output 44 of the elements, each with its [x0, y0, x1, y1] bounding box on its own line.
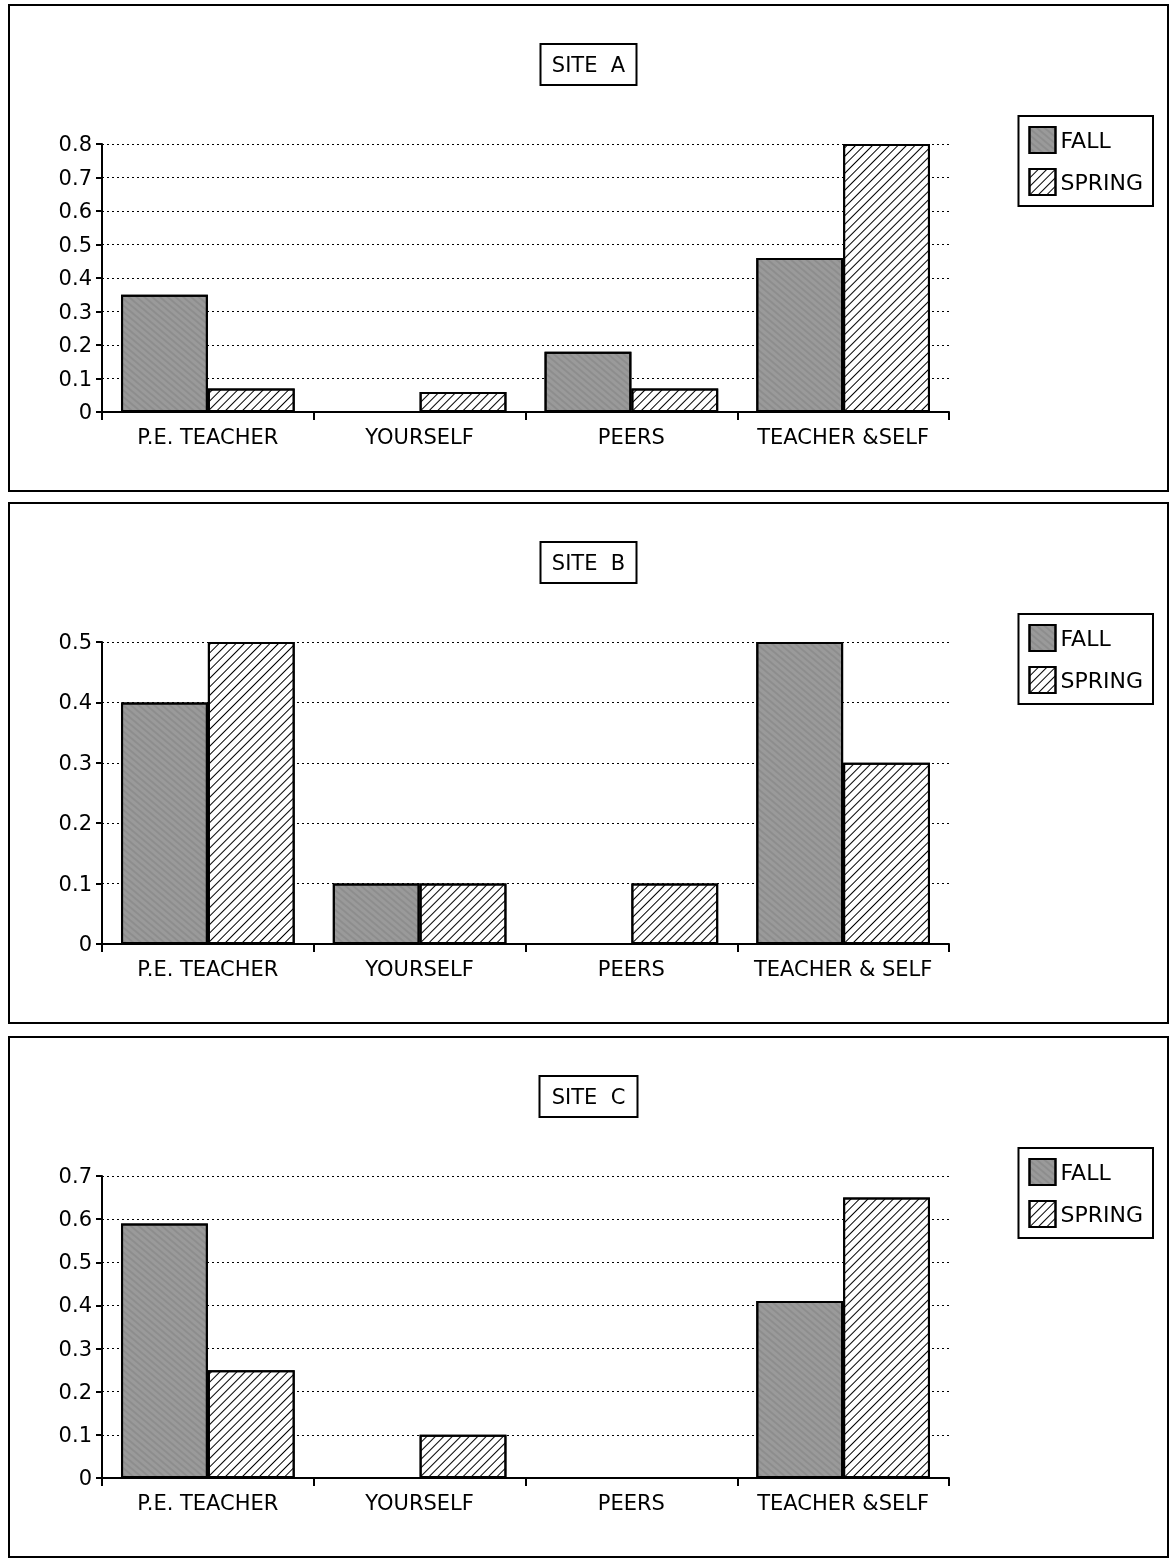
- y-tick-label: 0.4: [58, 266, 92, 290]
- legend-label: FALL: [1060, 127, 1112, 153]
- x-tick-label: TEACHER & SELF: [752, 956, 933, 981]
- y-tick-label: 0.1: [58, 366, 92, 391]
- legend-label: FALL: [1060, 1159, 1112, 1185]
- x-tick-label: YOURSELF: [364, 424, 474, 449]
- y-tick-label: 0.8: [58, 132, 92, 156]
- y-tick-label: 0.7: [58, 165, 92, 190]
- x-tick-label: YOURSELF: [364, 956, 474, 981]
- y-tick-label: 0.6: [58, 1207, 92, 1232]
- y-tick-label: 0.3: [58, 750, 92, 775]
- legend-label: SPRING: [1060, 667, 1143, 693]
- y-tick-label: 0.5: [58, 630, 92, 654]
- legend-label: SPRING: [1060, 1201, 1143, 1227]
- x-tick-label: TEACHER &SELF: [756, 1490, 930, 1515]
- y-tick-label: 0: [78, 1466, 92, 1490]
- y-tick-label: 0.4: [58, 690, 92, 715]
- x-tick-label: TEACHER &SELF: [756, 424, 930, 449]
- legend-label: FALL: [1060, 625, 1112, 651]
- y-tick-label: 0.2: [58, 811, 92, 836]
- x-tick-label: PEERS: [597, 424, 665, 449]
- y-tick-label: 0: [78, 932, 92, 956]
- chart-title: SITE A: [551, 52, 626, 77]
- y-tick-label: 0.7: [58, 1164, 92, 1188]
- y-tick-label: 0.3: [58, 1336, 92, 1361]
- y-tick-label: 0.5: [58, 232, 92, 257]
- chart-title: SITE B: [551, 550, 626, 575]
- y-tick-label: 0.2: [58, 1379, 92, 1404]
- y-tick-label: 0.6: [58, 199, 92, 223]
- x-tick-label: P.E. TEACHER: [137, 956, 279, 981]
- x-tick-label: PEERS: [597, 956, 665, 981]
- y-tick-label: 0.4: [58, 1293, 92, 1318]
- y-tick-label: 0.1: [58, 1422, 92, 1447]
- x-tick-label: YOURSELF: [364, 1490, 474, 1515]
- x-tick-label: PEERS: [597, 1490, 665, 1515]
- legend-label: SPRING: [1060, 169, 1143, 195]
- y-tick-label: 0.3: [58, 299, 92, 324]
- chart-title: SITE C: [551, 1084, 626, 1109]
- x-tick-label: P.E. TEACHER: [137, 424, 279, 449]
- y-tick-label: 0.5: [58, 1250, 92, 1275]
- y-tick-label: 0.2: [58, 333, 92, 357]
- y-tick-label: 0.1: [58, 871, 92, 896]
- y-tick-label: 0: [78, 400, 92, 424]
- x-tick-label: P.E. TEACHER: [137, 1490, 279, 1515]
